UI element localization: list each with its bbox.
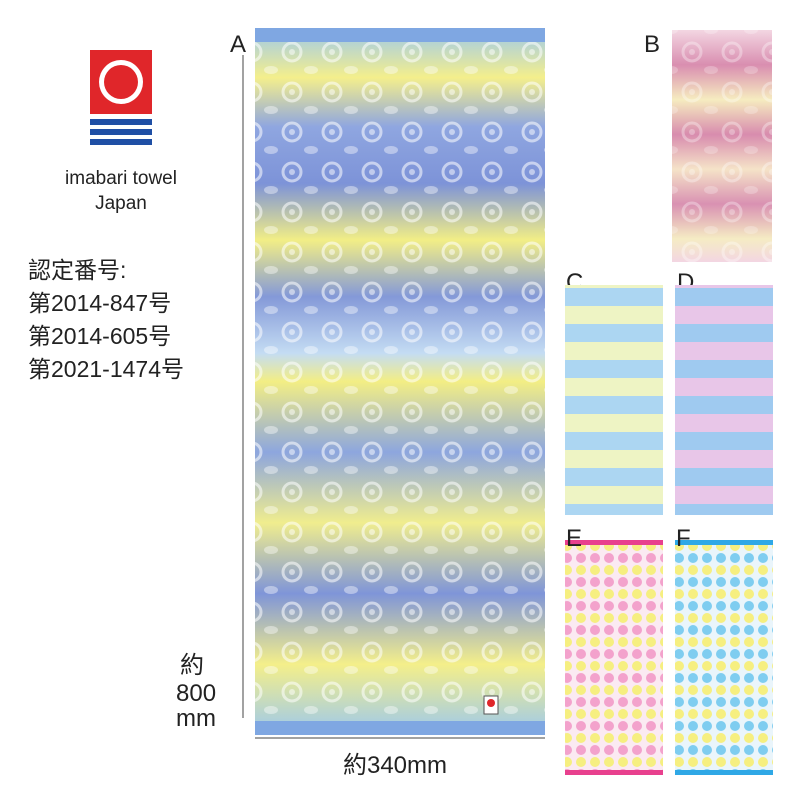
dimension-text: mm	[176, 705, 216, 732]
towel-a	[255, 28, 545, 735]
towel-label: B	[644, 31, 660, 58]
cert-number: 第2021-1474号	[28, 356, 184, 382]
dimension-text: 約	[180, 652, 204, 679]
towel-e	[565, 540, 663, 775]
cert-number: 第2014-847号	[28, 290, 171, 316]
towel-label: E	[566, 525, 582, 552]
logo-text: imabari towel	[65, 168, 177, 189]
towel-label: A	[230, 31, 246, 58]
logo	[90, 50, 152, 145]
cert-number: 第2014-605号	[28, 323, 171, 349]
logo-text: Japan	[95, 193, 147, 214]
towel-d	[675, 285, 773, 515]
towel-label: F	[676, 525, 691, 552]
cert-heading: 認定番号:	[28, 257, 126, 283]
dimension-text: 約340mm	[343, 752, 447, 779]
towel-f	[675, 540, 773, 775]
dimension-text: 800	[176, 680, 216, 707]
towel-c	[565, 285, 663, 515]
towel-b	[672, 30, 772, 262]
